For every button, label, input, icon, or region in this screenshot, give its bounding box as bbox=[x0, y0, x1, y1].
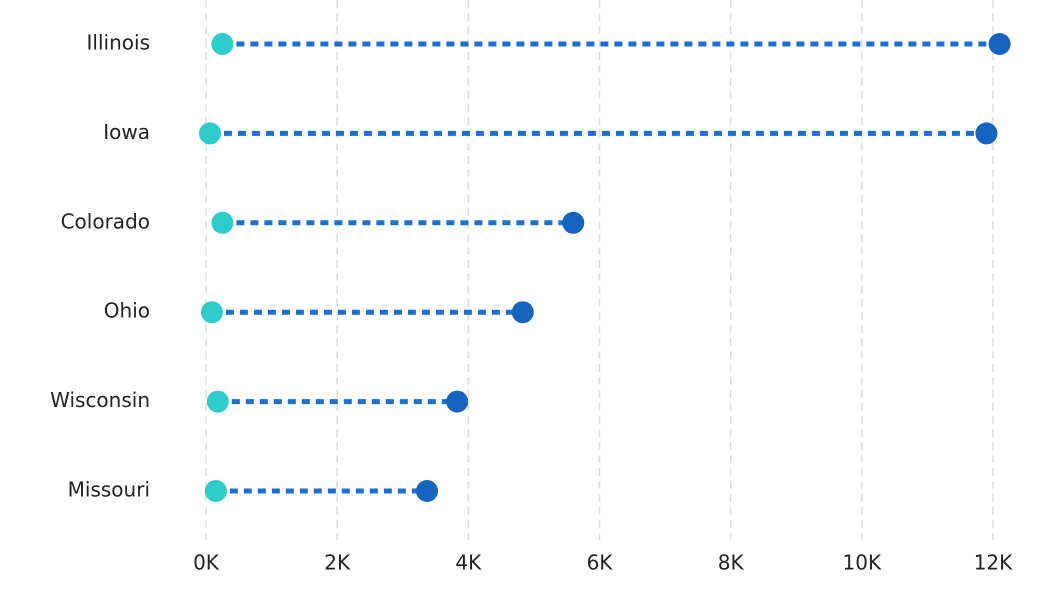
x-tick-label: 10K bbox=[843, 551, 882, 575]
x-tick-label: 4K bbox=[455, 551, 482, 575]
dot bbox=[988, 33, 1011, 55]
y-tick-label: Missouri bbox=[68, 478, 150, 502]
y-tick-label: Wisconsin bbox=[50, 388, 150, 412]
dot bbox=[206, 390, 229, 413]
x-tick-label: 12K bbox=[974, 551, 1013, 575]
y-tick-label: Iowa bbox=[103, 120, 150, 144]
dot bbox=[204, 480, 227, 502]
x-tick-label: 8K bbox=[718, 551, 745, 575]
x-tick-label: 0K bbox=[193, 551, 220, 575]
dot bbox=[511, 301, 534, 324]
dot bbox=[562, 211, 585, 234]
y-tick-label: Colorado bbox=[61, 209, 150, 233]
y-tick-label: Illinois bbox=[87, 31, 150, 55]
dot bbox=[200, 301, 223, 324]
dot bbox=[416, 480, 439, 502]
y-tick-label: Ohio bbox=[104, 299, 150, 323]
x-tick-label: 6K bbox=[587, 551, 614, 575]
dot bbox=[211, 33, 234, 55]
dot bbox=[198, 122, 221, 145]
dot bbox=[975, 122, 998, 145]
x-tick-label: 2K bbox=[324, 551, 351, 575]
dot bbox=[446, 390, 469, 413]
dot bbox=[211, 211, 234, 234]
